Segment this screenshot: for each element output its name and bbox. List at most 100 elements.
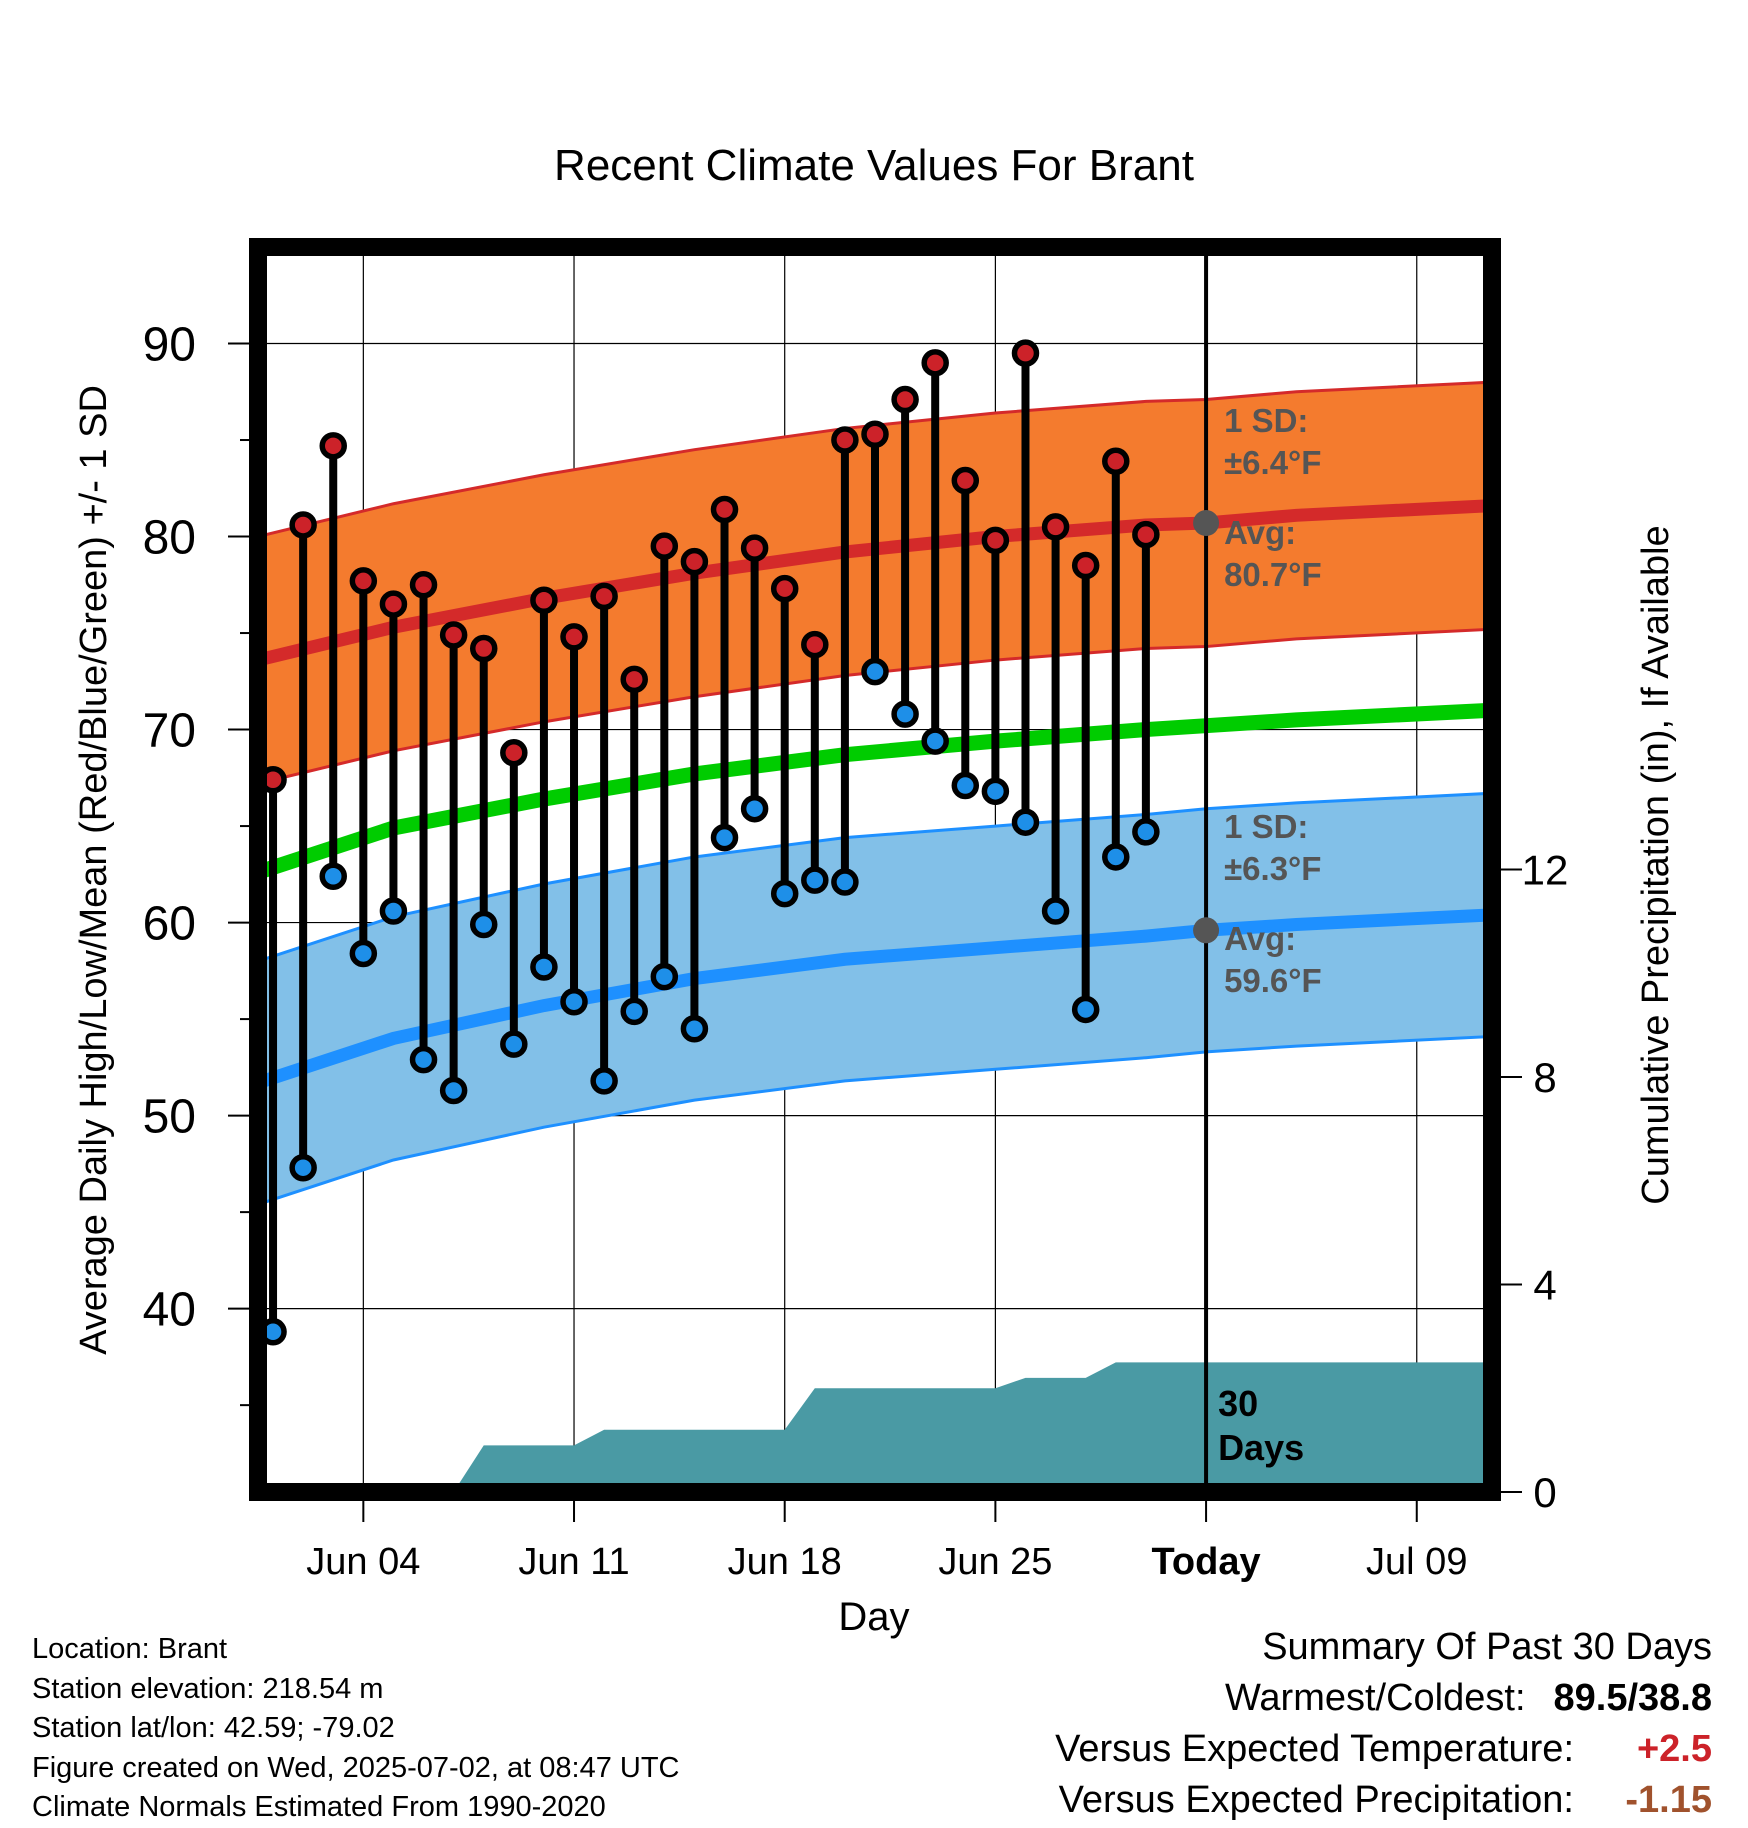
high-point	[921, 349, 949, 377]
high-point	[620, 665, 648, 694]
temp-anomaly-value: +2.5	[1636, 1728, 1712, 1770]
high-point	[409, 571, 438, 599]
high-point	[469, 634, 498, 663]
normals-text: Climate Normals Estimated From 1990-2020	[32, 1791, 606, 1823]
high-point	[801, 630, 829, 659]
low-sd-value: ±6.3°F	[1224, 850, 1321, 887]
low-point	[1071, 995, 1100, 1024]
low-point	[740, 794, 769, 823]
y-tick-label-left: 90	[143, 319, 196, 372]
precipitation-area	[258, 1362, 1492, 1492]
high-point	[1071, 551, 1100, 580]
low-point	[1011, 808, 1040, 836]
y-tick-label-left: 70	[143, 705, 196, 758]
high-point	[831, 426, 859, 454]
low-point	[1102, 843, 1130, 871]
high-point	[770, 574, 799, 603]
summary-warmest-coldest: Warmest/Coldest: 89.5/38.8	[1055, 1673, 1712, 1724]
low-point	[770, 879, 799, 908]
high-point	[1041, 513, 1070, 541]
low-point	[981, 777, 1010, 806]
low-avg-label: Avg:	[1224, 920, 1296, 957]
high-point	[530, 586, 558, 614]
x-tick-label: Today	[1152, 1541, 1261, 1583]
y-axis-label-right: Cumulative Precipitation (in), If Availa…	[1635, 525, 1677, 1204]
high-sd-value: ±6.4°F	[1224, 444, 1321, 481]
mean-normal-line	[255, 702, 1493, 880]
low-point	[861, 657, 889, 686]
y-tick-label-right: 0	[1533, 1469, 1556, 1516]
low-point	[831, 868, 859, 896]
low-point	[650, 962, 679, 991]
low-sd-label: 1 SD:	[1224, 808, 1308, 845]
station-info: Location: Brant Station elevation: 218.5…	[32, 1630, 680, 1828]
precip-anomaly-label: Versus Expected Precipitation:	[1058, 1779, 1574, 1821]
high-point	[861, 420, 889, 448]
x-tick-label: Jun 25	[938, 1541, 1052, 1583]
low-point	[1041, 897, 1070, 925]
low-point	[530, 953, 558, 981]
observations	[259, 339, 1160, 1346]
high-point	[951, 466, 980, 495]
y-tick-label-left: 80	[143, 512, 196, 565]
low-point	[289, 1153, 317, 1182]
summary-title: Summary Of Past 30 Days	[1262, 1626, 1712, 1668]
high-point	[289, 511, 317, 539]
high-point	[1011, 339, 1040, 367]
high-avg-label: Avg:	[1224, 514, 1296, 551]
created-text: Figure created on Wed, 2025-07-02, at 08…	[32, 1751, 680, 1784]
x-tick-label: Jun 18	[728, 1541, 842, 1583]
y-tick-label-right: 12	[1522, 847, 1569, 894]
location-text: Location: Brant	[32, 1633, 228, 1665]
temp-anomaly-label: Versus Expected Temperature:	[1055, 1728, 1574, 1770]
summary-panel: Summary Of Past 30 Days Warmest/Coldest:…	[1055, 1622, 1712, 1826]
low-avg-value: 59.6°F	[1224, 962, 1322, 999]
annotations: 1 SD: ±6.4°F Avg: 80.7°F 1 SD: ±6.3°F Avg: 59.6…	[1193, 247, 1322, 1492]
today-low-normal-marker	[1193, 917, 1220, 944]
low-point	[620, 997, 648, 1026]
y-tick-label-right: 4	[1533, 1262, 1556, 1309]
low-point	[349, 939, 378, 968]
today-high-normal-marker	[1193, 510, 1220, 537]
high-point	[500, 738, 528, 767]
high-point	[590, 582, 618, 611]
low-point	[801, 866, 829, 894]
low-point	[409, 1045, 438, 1074]
high-point	[1132, 520, 1160, 549]
latlon-text: Station lat/lon: 42.59; -79.02	[32, 1712, 395, 1744]
high-point	[981, 526, 1010, 555]
low-point	[500, 1030, 528, 1058]
axes: Recent Climate Values For Brant405060708…	[73, 141, 1677, 1639]
summary-temperature: Versus Expected Temperature: +2.5	[1055, 1724, 1712, 1775]
summary-precipitation: Versus Expected Precipitation: -1.15	[1055, 1775, 1712, 1826]
low-point	[439, 1076, 468, 1105]
low-point	[891, 700, 919, 728]
x-tick-label: Jun 11	[518, 1541, 629, 1583]
high-point	[1102, 447, 1130, 476]
low-point	[590, 1067, 618, 1095]
high-point	[891, 385, 919, 414]
days-label-2: Days	[1218, 1427, 1304, 1468]
y-tick-label-right: 8	[1533, 1054, 1556, 1101]
high-point	[710, 495, 739, 524]
high-point	[319, 432, 347, 460]
y-tick-label-left: 50	[143, 1091, 196, 1144]
days-label: 30	[1218, 1383, 1258, 1424]
x-axis-label: Day	[838, 1595, 909, 1639]
x-tick-label: Jun 04	[306, 1541, 420, 1583]
y-axis-label-left: Average Daily High/Low/Mean (Red/Blue/Gr…	[73, 385, 115, 1355]
elevation-text: Station elevation: 218.54 m	[32, 1672, 384, 1705]
high-avg-value: 80.7°F	[1224, 556, 1322, 593]
high-point	[349, 567, 378, 595]
warmest-coldest-value: 89.5/38.8	[1553, 1677, 1712, 1719]
x-tick-label: Jul 09	[1366, 1541, 1467, 1583]
high-sd-label: 1 SD:	[1224, 402, 1308, 439]
low-point	[951, 771, 980, 800]
high-point	[439, 621, 468, 649]
warmest-coldest-label: Warmest/Coldest:	[1224, 1677, 1526, 1719]
low-point	[680, 1014, 709, 1043]
high-point	[680, 547, 709, 576]
low-point	[469, 910, 498, 939]
high-point	[650, 532, 679, 560]
